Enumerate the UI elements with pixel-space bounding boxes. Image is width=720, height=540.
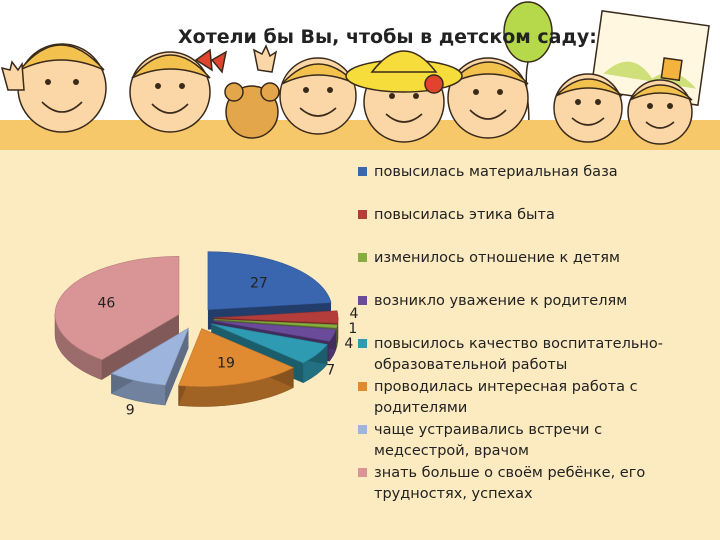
legend-swatch bbox=[358, 210, 367, 219]
legend-label: знать больше о своём ребёнке, его трудно… bbox=[374, 465, 646, 502]
child-face-icon bbox=[627, 79, 693, 145]
pie-slice-6 bbox=[178, 328, 295, 387]
children-illustration bbox=[0, 1, 720, 150]
data-label: 9 bbox=[126, 403, 135, 419]
legend-label: возникло уважение к родителям bbox=[374, 293, 628, 309]
legend-label: повысилась материальная база bbox=[374, 164, 618, 180]
legend-swatch bbox=[358, 339, 367, 348]
legend-label: повысилась этика быта bbox=[374, 207, 555, 223]
data-label: 4 bbox=[350, 306, 359, 322]
legend-swatch bbox=[358, 167, 367, 176]
legend-label: изменилось отношение к детям bbox=[374, 250, 620, 266]
pie-slice-7 bbox=[110, 327, 190, 386]
data-label: 46 bbox=[98, 295, 116, 311]
pie-slice-2 bbox=[213, 310, 339, 324]
pie-slice-8 bbox=[54, 256, 180, 361]
legend-label: повысилось качество воспитательно-образо… bbox=[374, 336, 663, 373]
pie-slice-1 bbox=[207, 251, 332, 310]
legend-label: чаще устраивались встречи с медсестрой, … bbox=[374, 422, 603, 459]
legend-label: проводилась интересная работа с родителя… bbox=[374, 379, 638, 416]
data-label: 7 bbox=[326, 362, 335, 378]
legend-swatch bbox=[358, 468, 367, 477]
legend-swatch bbox=[358, 425, 367, 434]
pie-slice-3 bbox=[213, 319, 338, 329]
legend-swatch bbox=[358, 253, 367, 262]
pie-slice-5 bbox=[211, 323, 328, 364]
data-label: 27 bbox=[250, 276, 268, 292]
data-label: 1 bbox=[348, 321, 357, 337]
page-title: Хотели бы Вы, чтобы в детском саду: bbox=[178, 26, 597, 48]
child-face-icon bbox=[447, 57, 529, 139]
data-label: 4 bbox=[344, 336, 353, 352]
legend-swatch bbox=[358, 296, 367, 305]
pie-slice-4 bbox=[213, 320, 337, 342]
data-label: 19 bbox=[217, 356, 235, 372]
legend-swatch bbox=[358, 382, 367, 391]
